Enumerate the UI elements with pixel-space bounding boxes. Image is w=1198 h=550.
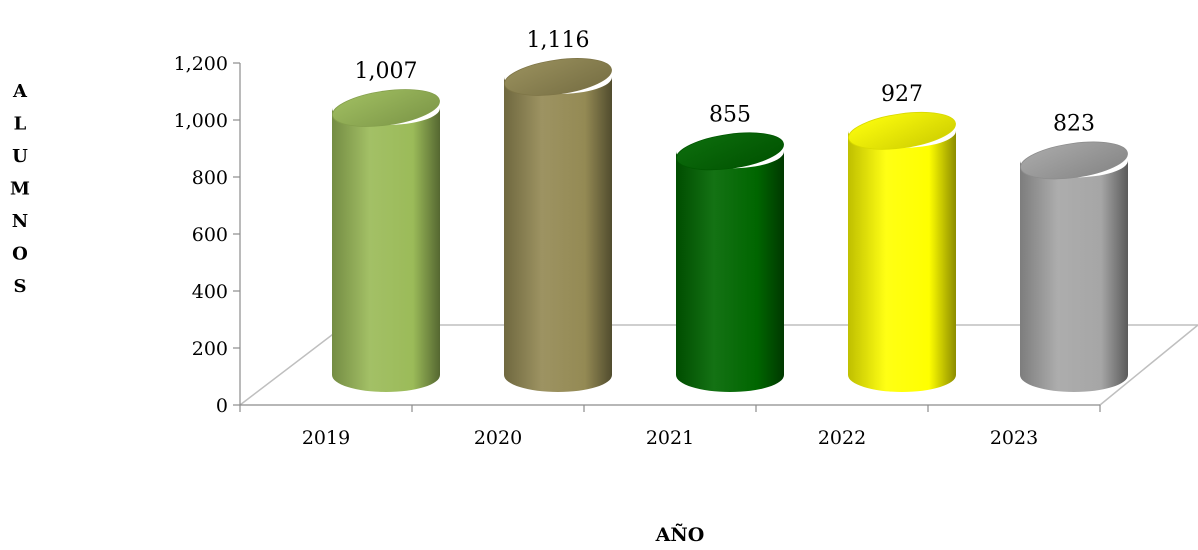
bar-top: [848, 111, 956, 150]
y-axis-title-letter: O: [12, 244, 28, 265]
bar-2021: [676, 132, 784, 392]
data-label: 855: [709, 102, 751, 127]
bar-2023: [1020, 141, 1128, 392]
bar-body: [848, 130, 956, 392]
y-axis-title-letter: S: [14, 276, 27, 297]
bar-body: [676, 151, 784, 392]
bar-body: [1020, 160, 1128, 392]
x-axis-title: AÑO: [655, 523, 705, 546]
bar-top: [504, 58, 612, 96]
bar-top: [332, 89, 440, 127]
y-axis-title-letter: A: [12, 81, 28, 102]
y-axis-title-letter: M: [10, 179, 30, 200]
x-tick-label: 2021: [646, 427, 694, 449]
data-label: 823: [1053, 111, 1095, 136]
y-tick-label: 0: [216, 395, 228, 417]
bar-top: [676, 132, 784, 171]
y-tick-label: 1,200: [174, 53, 228, 75]
y-axis-title-letter: N: [12, 211, 28, 232]
bar-2020: [504, 58, 612, 392]
y-tick-label: 400: [192, 281, 228, 303]
x-tick-label: 2022: [818, 427, 866, 449]
y-axis-title-letter: U: [12, 146, 28, 167]
x-tick-label: 2023: [990, 427, 1038, 449]
y-axis-title-letter: L: [14, 114, 27, 135]
data-label: 1,007: [355, 59, 418, 84]
x-tick-label: 2019: [302, 427, 350, 449]
y-tick-label: 200: [192, 338, 228, 360]
data-label: 1,116: [527, 28, 590, 53]
y-tick-label: 600: [192, 224, 228, 246]
bar-2019: [332, 89, 440, 392]
bar-2022: [848, 111, 956, 392]
bar-top: [1020, 141, 1128, 180]
bar-body: [332, 108, 440, 392]
x-tick-label: 2020: [474, 427, 522, 449]
y-tick-label: 1,000: [174, 110, 228, 132]
data-label: 927: [881, 82, 923, 107]
bar-body: [504, 76, 612, 392]
y-tick-label: 800: [192, 167, 228, 189]
